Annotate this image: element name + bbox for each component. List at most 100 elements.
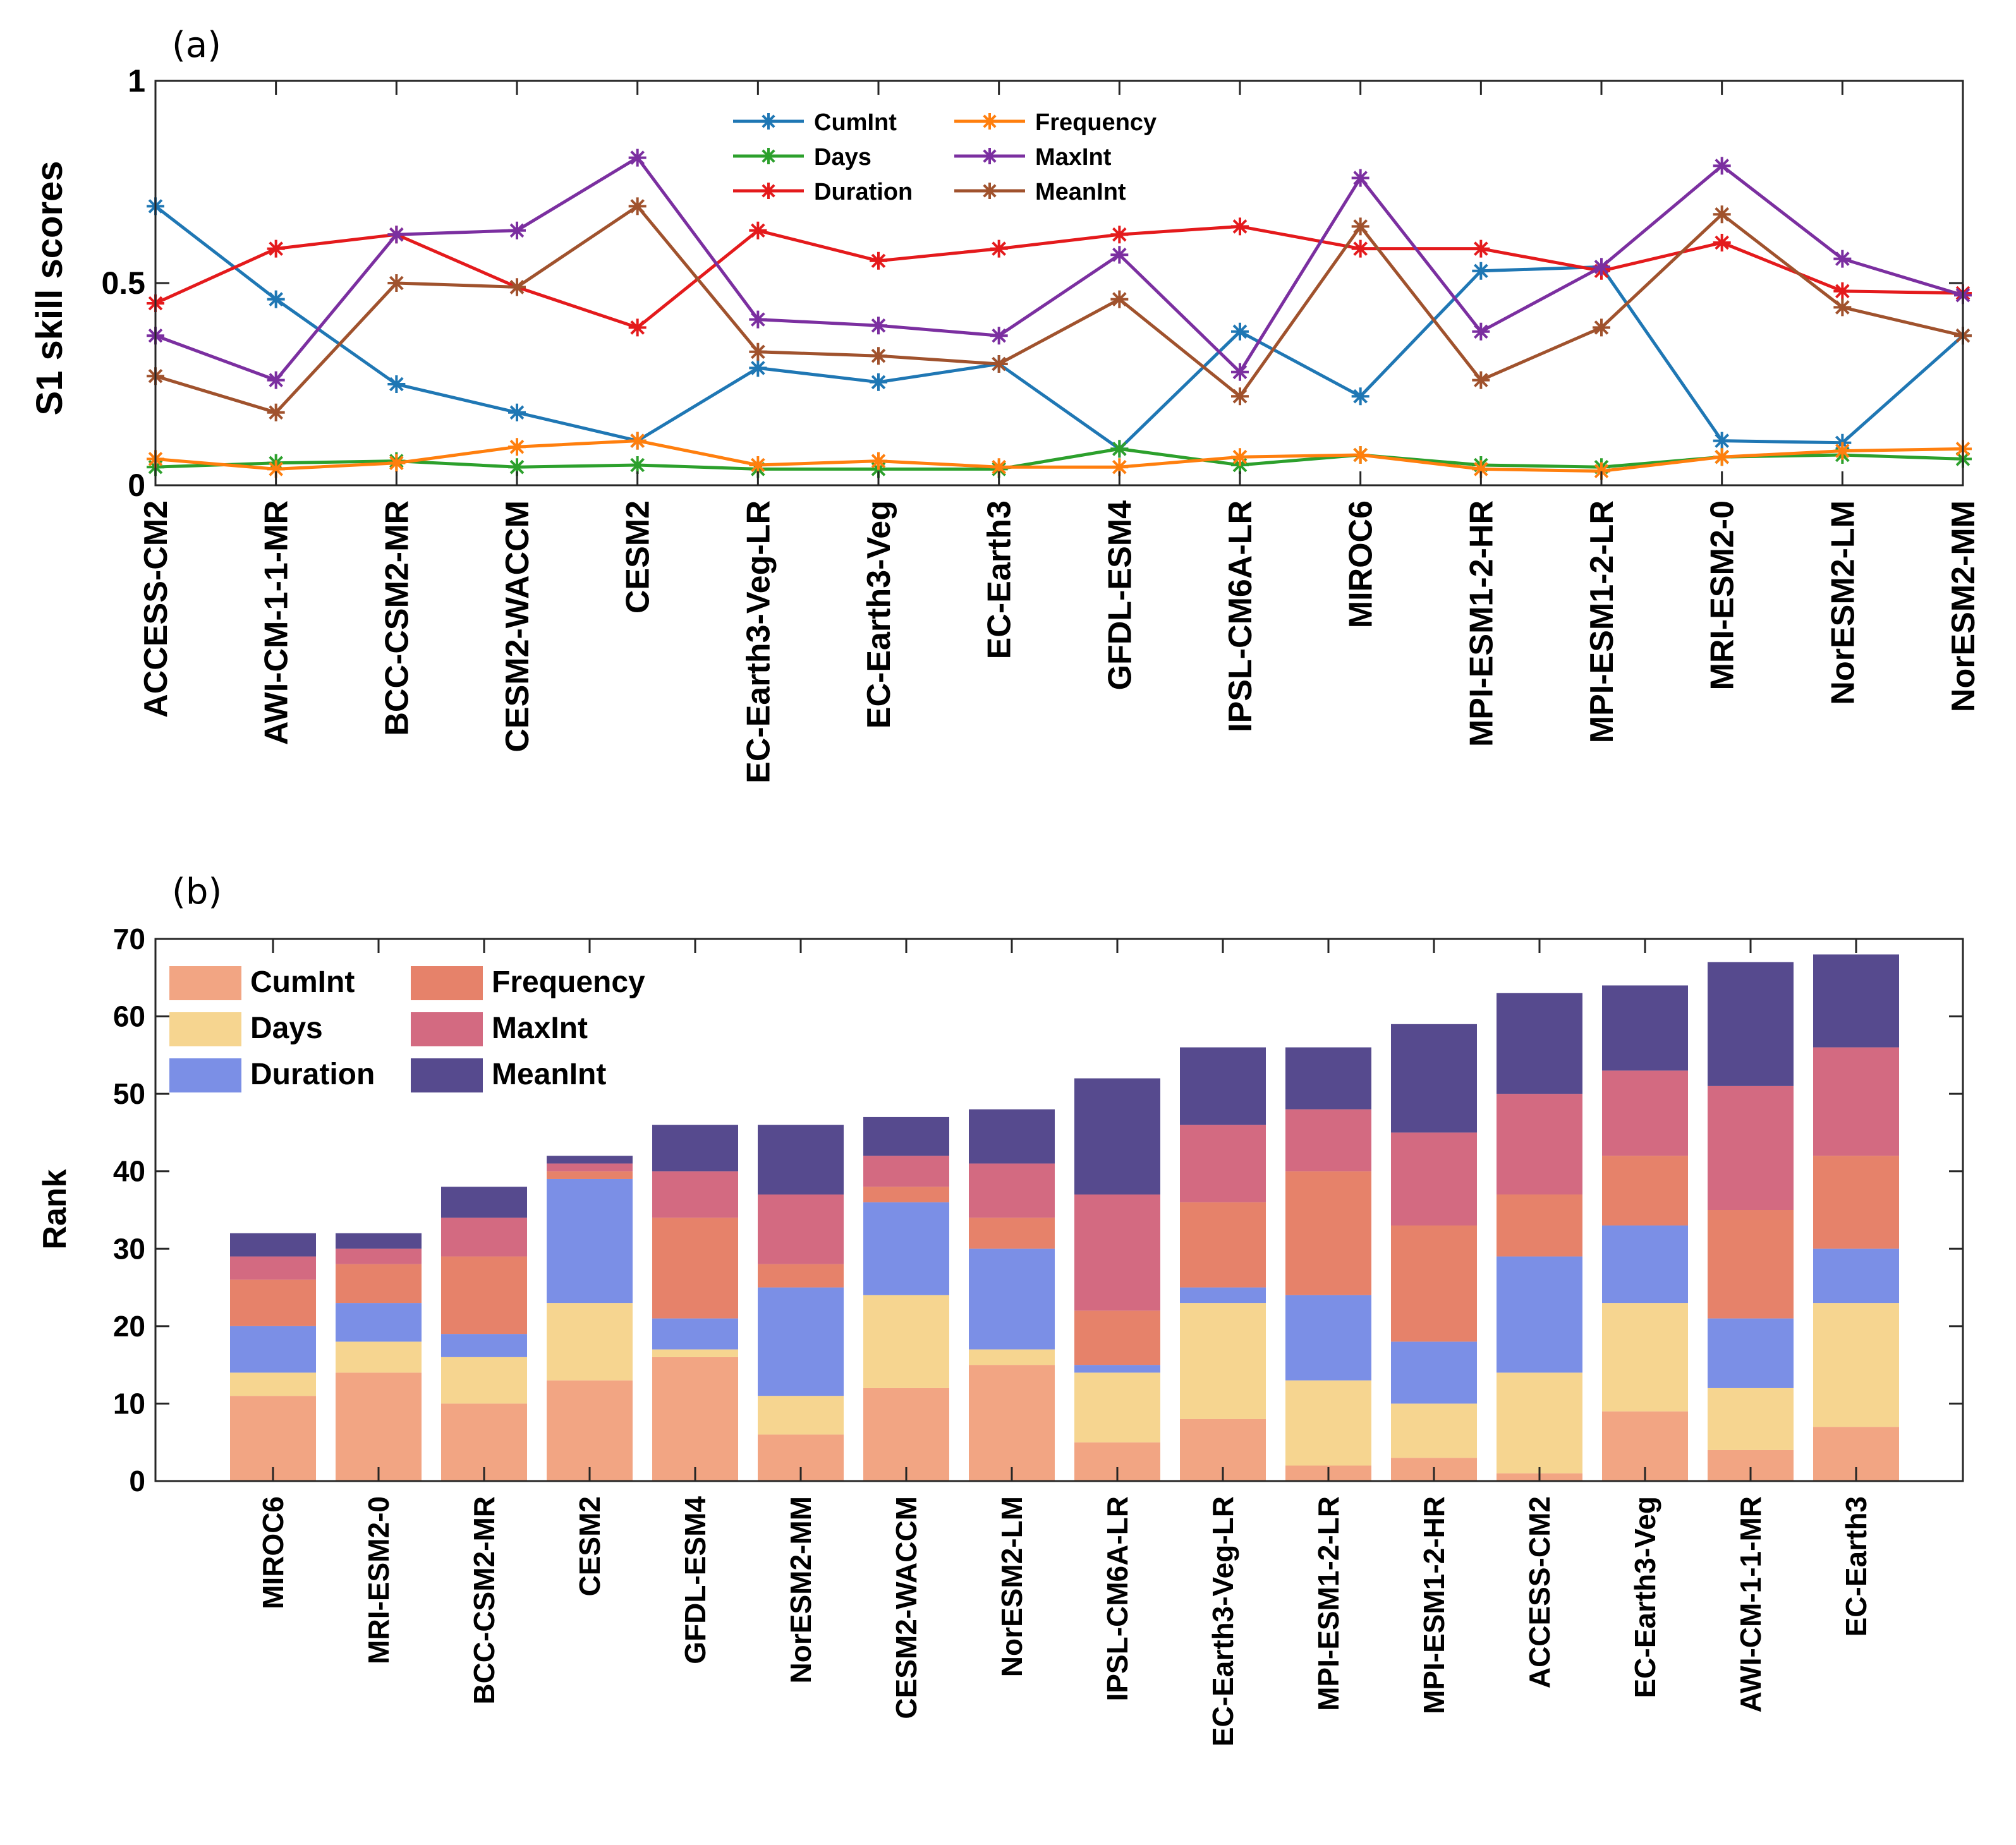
panel-b-x-tick-label-cesm2: CESM2 [573, 1496, 606, 1596]
panel-a-legend-marker-meanint [981, 183, 998, 199]
panel-b-y-tick-label: 50 [113, 1077, 145, 1110]
panel-a-legend-marker-frequency [981, 113, 998, 130]
panel-a-legend: CumInt Days Duration Frequency MaxInt MeanInt [733, 109, 1157, 205]
panel-b-bar-stack-cesm2-waccm [863, 1116, 949, 1481]
panel-b-bar-cesm2-waccm-maxint [863, 1156, 949, 1187]
panel-a-legend-item-duration: Duration [733, 179, 913, 205]
panel-b-x-tick-label-awi-cm-1-1-mr: AWI-CM-1-1-MR [1734, 1496, 1767, 1712]
panel-a-line-chart: (a) S1 skill scores 0 0.5 1 ACCESS-CM2 AWI-… [29, 25, 1982, 783]
panel-a-point-frequency-cesm2-waccm [508, 438, 526, 456]
panel-a-point-cumint-bcc-csm2-mr [387, 375, 406, 393]
panel-a-x-tick-label-mpi-esm1-2-lr: MPI-ESM1-2-LR [1584, 500, 1620, 743]
panel-a-legend-label-cumint: CumInt [814, 109, 897, 136]
panel-b-bar-access-cm2-meanint [1497, 993, 1582, 1094]
panel-a-plot-frame [154, 80, 1964, 487]
panel-a-legend-item-frequency: Frequency [954, 109, 1157, 136]
panel-b-legend-swatch-days [169, 1012, 241, 1046]
panel-b-bar-noresm2-mm-maxint [758, 1194, 844, 1264]
panel-a-legend-item-days: Days [733, 144, 871, 171]
panel-b-bar-awi-cm-1-1-mr-frequency [1708, 1210, 1794, 1319]
panel-b-legend-swatch-duration [169, 1058, 241, 1092]
panel-a-legend-marker-cumint [760, 113, 777, 130]
panel-b-bar-ec-earth3-veg-meanint [1602, 985, 1688, 1071]
panel-b-bar-ec-earth3-veg-frequency [1602, 1156, 1688, 1226]
panel-a-point-frequency-mri-esm2-0 [1713, 448, 1731, 466]
panel-a-point-meanint-ec-earth3 [990, 355, 1008, 373]
panel-b-bar-cesm2-waccm-duration [863, 1202, 949, 1295]
panel-a-point-cumint-mri-esm2-0 [1713, 432, 1731, 450]
panel-a-point-cumint-ipsl-cm6a-lr [1231, 322, 1249, 341]
panel-a-point-frequency-ec-earth3-veg [870, 452, 887, 470]
panel-b-bar-mpi-esm1-2-lr-days [1285, 1380, 1371, 1466]
panel-b-bar-bcc-csm2-mr-maxint [441, 1218, 527, 1257]
panel-b-bar-mri-esm2-0-meanint [336, 1233, 422, 1249]
panel-a-x-tick-label-gfdl-esm4: GFDL-ESM4 [1102, 500, 1138, 691]
panel-b-bar-stack-access-cm2 [1497, 993, 1582, 1481]
panel-b-bar-ec-earth3-frequency [1813, 1156, 1899, 1249]
panel-a-x-tick-label-awi-cm-1-1-mr: AWI-CM-1-1-MR [258, 500, 295, 745]
panel-a-point-maxint-gfdl-esm4 [1110, 246, 1129, 264]
panel-a-point-duration-gfdl-esm4 [1110, 226, 1129, 244]
panel-b-y-tick-label: 10 [113, 1387, 145, 1420]
panel-a-point-cumint-cesm2-waccm [508, 403, 526, 421]
panel-b-bar-noresm2-lm-frequency [969, 1218, 1055, 1249]
panel-b-x-tick-label-mpi-esm1-2-hr: MPI-ESM1-2-HR [1418, 1496, 1450, 1714]
panel-b-legend-label-days: Days [250, 1012, 323, 1045]
panel-b-x-tick-label-ec-earth3-veg-lr: EC-Earth3-Veg-LR [1206, 1496, 1239, 1746]
panel-a-x-tick-label-access-cm2: ACCESS-CM2 [138, 500, 174, 718]
panel-b-bar-access-cm2-frequency [1497, 1194, 1582, 1257]
panel-b-legend-label-frequency: Frequency [492, 965, 645, 999]
panel-b-y-tick-label: 0 [129, 1465, 145, 1497]
panel-b-bar-awi-cm-1-1-mr-days [1708, 1388, 1794, 1450]
panel-a-point-duration-mri-esm2-0 [1713, 234, 1731, 251]
panel-b-bar-stack-mpi-esm1-2-hr [1391, 1024, 1477, 1481]
panel-b-bar-ec-earth3-veg-days [1602, 1303, 1688, 1412]
panel-a-legend-label-days: Days [814, 144, 871, 171]
panel-b-x-tick-label-ipsl-cm6a-lr: IPSL-CM6A-LR [1101, 1496, 1134, 1702]
panel-a-point-meanint-cesm2-waccm [508, 278, 526, 296]
panel-a-point-frequency-awi-cm-1-1-mr [267, 460, 285, 478]
panel-a-legend-marker-days [760, 148, 777, 164]
panel-b-bar-ipsl-cm6a-lr-days [1074, 1372, 1160, 1443]
panel-a-point-duration-cesm2 [628, 318, 647, 337]
panel-b-bar-mpi-esm1-2-lr-maxint [1285, 1109, 1371, 1171]
panel-a-series-meanint [147, 197, 1972, 421]
panel-a-legend-item-cumint: CumInt [733, 109, 897, 136]
panel-a-x-tick-label-ec-earth3-veg-lr: EC-Earth3-Veg-LR [740, 500, 777, 783]
panel-a-x-tick-label-cesm2-waccm: CESM2-WACCM [499, 500, 536, 753]
panel-a-point-frequency-ipsl-cm6a-lr [1231, 448, 1249, 466]
panel-a-x-tick-label-noresm2-mm: NorESM2-MM [1945, 500, 1982, 712]
panel-b-bar-miroc6-maxint [230, 1256, 316, 1280]
panel-b-bar-ec-earth3-veg-lr-days [1180, 1303, 1266, 1419]
panel-b-bar-gfdl-esm4-days [652, 1349, 738, 1357]
panel-a-line-duration [154, 224, 1964, 329]
panel-a-point-days-cesm2 [628, 456, 647, 474]
panel-a-point-frequency-miroc6 [1351, 446, 1369, 464]
panel-a-point-days-gfdl-esm4 [1110, 440, 1129, 458]
panel-a-point-duration-ec-earth3-veg-lr [749, 221, 767, 239]
panel-b-bar-miroc6-meanint [230, 1233, 316, 1257]
panel-b-legend-label-meanint: MeanInt [492, 1058, 606, 1091]
panel-a-point-days-cesm2-waccm [508, 458, 526, 476]
panel-b-bar-stack-mri-esm2-0 [336, 1233, 422, 1481]
panel-a-point-frequency-mpi-esm1-2-lr [1593, 462, 1610, 480]
panel-a-point-maxint-mpi-esm1-2-hr [1472, 322, 1490, 341]
panel-a-point-meanint-ec-earth3-veg-lr [749, 342, 767, 361]
panel-a-series-frequency [147, 432, 1972, 480]
panel-b-bar-mpi-esm1-2-hr-duration [1391, 1341, 1477, 1404]
panel-a-point-maxint-ec-earth3-veg-lr [749, 310, 767, 329]
panel-b-bar-ec-earth3-veg-duration [1602, 1225, 1688, 1304]
panel-b-bar-stack-ec-earth3-veg-lr [1180, 1047, 1266, 1481]
panel-a-legend-label-meanint: MeanInt [1035, 179, 1126, 205]
panel-b-bar-gfdl-esm4-cumint [652, 1357, 738, 1481]
panel-b-legend-item-cumint: CumInt [169, 965, 355, 1000]
panel-b-legend-item-maxint: MaxInt [411, 1012, 588, 1046]
panel-b-bar-noresm2-mm-duration [758, 1287, 844, 1396]
panel-b-bar-bcc-csm2-mr-days [441, 1357, 527, 1404]
panel-b-bar-mpi-esm1-2-hr-meanint [1391, 1024, 1477, 1133]
panel-a-point-meanint-gfdl-esm4 [1110, 290, 1129, 308]
panel-a-point-meanint-mri-esm2-0 [1713, 205, 1731, 224]
panel-a-x-tick-label-mpi-esm1-2-hr: MPI-ESM1-2-HR [1463, 500, 1500, 747]
panel-b-bar-access-cm2-days [1497, 1372, 1582, 1473]
